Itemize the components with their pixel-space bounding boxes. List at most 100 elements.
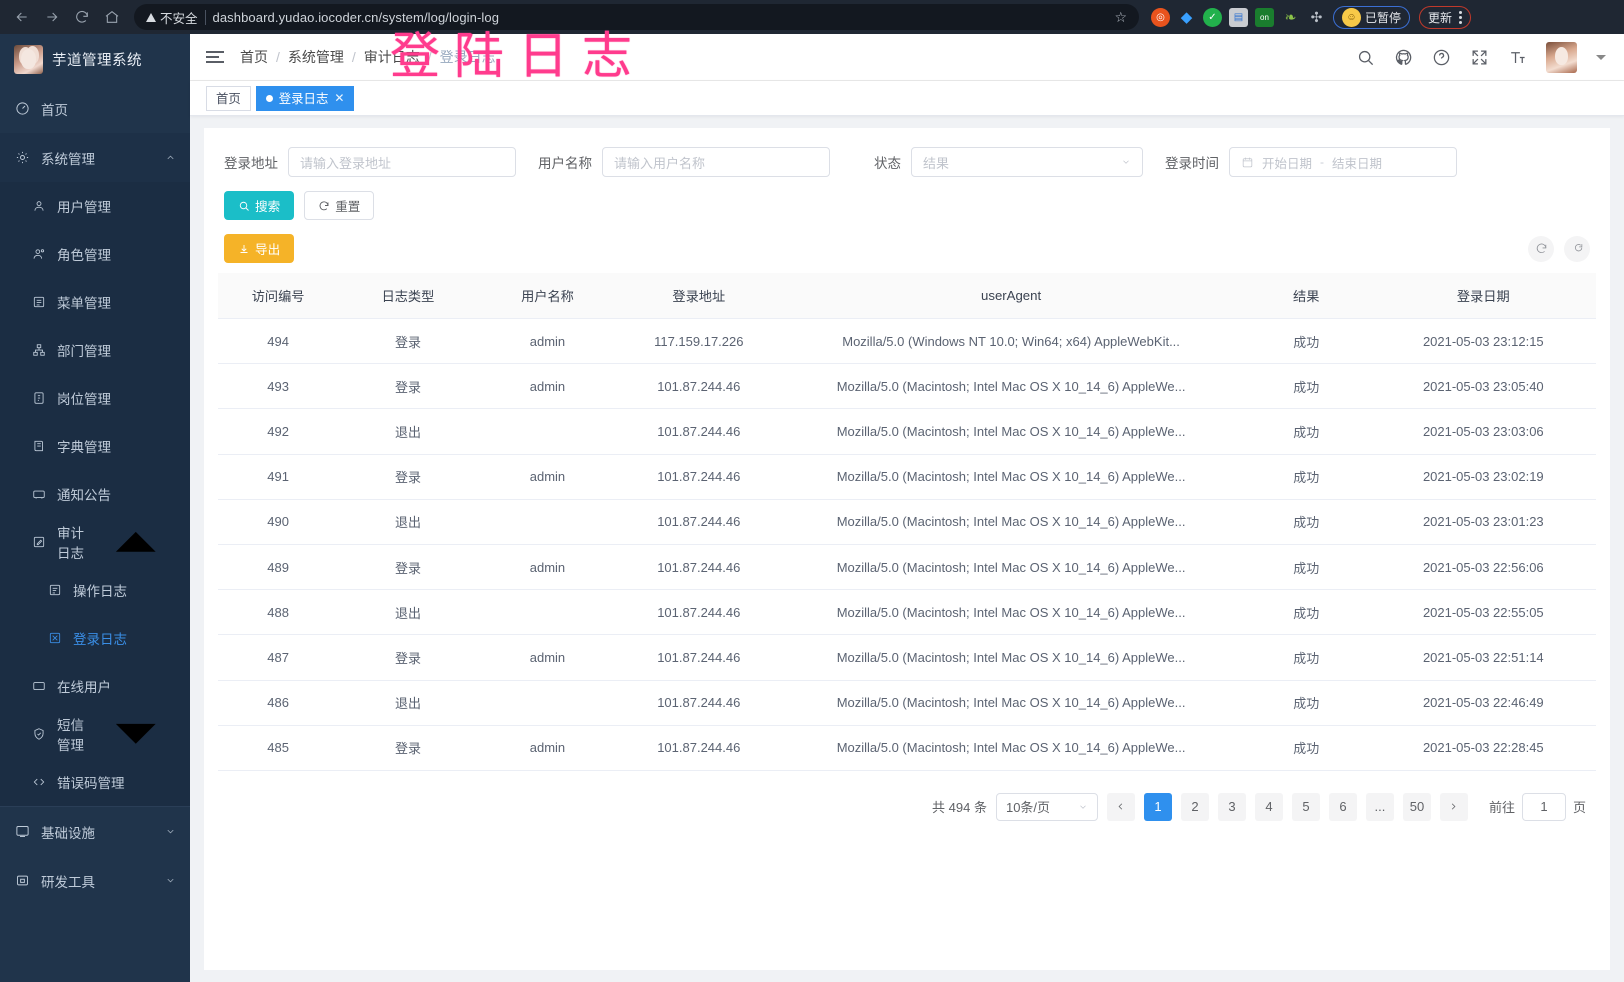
- close-icon[interactable]: ✕: [334, 91, 345, 105]
- on-badge-icon[interactable]: on: [1255, 7, 1274, 27]
- omnibox-divider: [204, 9, 206, 25]
- sidebar-item-login-log[interactable]: 登录日志: [0, 614, 190, 662]
- star-icon[interactable]: ☆: [1114, 8, 1127, 25]
- warning-triangle-icon: [146, 12, 156, 22]
- table-row[interactable]: 493 登录 admin 101.87.244.46 Mozilla/5.0 (…: [218, 363, 1596, 410]
- sidebar-item-error-code[interactable]: 错误码管理: [0, 758, 190, 806]
- green-check-icon[interactable]: ✓: [1203, 7, 1222, 27]
- reload-icon[interactable]: [68, 3, 96, 31]
- table-row[interactable]: 494 登录 admin 117.159.17.226 Mozilla/5.0 …: [218, 318, 1596, 365]
- hamburger-icon[interactable]: [206, 51, 224, 63]
- start-date-input[interactable]: 开始日期: [1262, 156, 1313, 171]
- breadcrumb: 首页 / 系统管理 / 审计日志 / 登录日志: [240, 47, 496, 67]
- export-button[interactable]: 导出: [224, 234, 295, 263]
- jump-page-input[interactable]: 1: [1521, 792, 1566, 821]
- login-time-range-picker[interactable]: 开始日期 - 结束日期: [1229, 147, 1457, 177]
- refresh-circle-icon[interactable]: [1528, 235, 1554, 262]
- pagination-page-last[interactable]: 50: [1402, 792, 1431, 821]
- sidebar-item-system[interactable]: 系统管理: [0, 133, 190, 182]
- sidebar-item-devtools[interactable]: 研发工具: [0, 856, 190, 905]
- page-size-value: 10条/页: [1005, 800, 1051, 816]
- breadcrumb-item-audit[interactable]: 审计日志: [363, 49, 420, 65]
- pagination-page-2[interactable]: 2: [1180, 792, 1209, 821]
- brand[interactable]: 芋道管理系统: [0, 34, 190, 84]
- table-row[interactable]: 488 退出 101.87.244.46 Mozilla/5.0 (Macint…: [218, 589, 1596, 636]
- sidebar-item-operation-log[interactable]: 操作日志: [0, 566, 190, 614]
- pagination-page-1[interactable]: 1: [1143, 792, 1172, 821]
- columns-circle-icon[interactable]: [1564, 235, 1590, 262]
- pagination-page-4[interactable]: 4: [1254, 792, 1283, 821]
- help-icon[interactable]: [1432, 48, 1451, 67]
- fullscreen-icon[interactable]: [1470, 48, 1489, 67]
- forward-icon[interactable]: [38, 3, 66, 31]
- address-bar[interactable]: 不安全 dashboard.yudao.iocoder.cn/system/lo…: [134, 4, 1139, 30]
- orange-ring-icon[interactable]: ◎: [1151, 7, 1170, 27]
- insecure-indicator[interactable]: 不安全: [146, 8, 198, 27]
- avatar[interactable]: [1546, 41, 1577, 73]
- cell-addr: 101.87.244.46: [617, 589, 781, 636]
- pagination-next[interactable]: [1439, 792, 1468, 821]
- paused-button[interactable]: ☺ 已暂停: [1333, 5, 1411, 29]
- search-button[interactable]: 搜索: [224, 191, 295, 220]
- sidebar-item-posts[interactable]: 岗位管理: [0, 374, 190, 422]
- table-row[interactable]: 486 退出 101.87.244.46 Mozilla/5.0 (Macint…: [218, 680, 1596, 726]
- table-row[interactable]: 491 登录 admin 101.87.244.46 Mozilla/5.0 (…: [218, 454, 1596, 500]
- sidebar-item-audit-log[interactable]: 审计日志: [0, 518, 190, 566]
- reset-button[interactable]: 重置: [304, 191, 375, 220]
- blue-square-icon[interactable]: ▤: [1229, 7, 1248, 27]
- pagination-page-3[interactable]: 3: [1217, 792, 1246, 821]
- update-button[interactable]: 更新: [1419, 5, 1472, 29]
- font-size-icon[interactable]: [1508, 48, 1527, 67]
- pagination-jumper: 前往 1 页: [1489, 792, 1586, 821]
- pagination-page-5[interactable]: 5: [1291, 792, 1320, 821]
- sidebar-item-roles[interactable]: 角色管理: [0, 230, 190, 278]
- search-icon[interactable]: [1356, 48, 1375, 67]
- login-address-input[interactable]: 请输入登录地址: [288, 147, 516, 177]
- cell-addr: 101.87.244.46: [617, 680, 781, 726]
- sidebar-item-users[interactable]: 用户管理: [0, 182, 190, 230]
- sidebar-item-depts[interactable]: 部门管理: [0, 326, 190, 374]
- breadcrumb-item-home[interactable]: 首页: [240, 49, 268, 65]
- chevron-down-icon: [116, 724, 157, 744]
- pagination-page-6[interactable]: 6: [1328, 792, 1357, 821]
- table-row[interactable]: 490 退出 101.87.244.46 Mozilla/5.0 (Macint…: [218, 499, 1596, 545]
- end-date-input[interactable]: 结束日期: [1332, 156, 1383, 171]
- cell-id: 486: [218, 680, 339, 726]
- sidebar-item-online-users[interactable]: 在线用户: [0, 662, 190, 710]
- sidebar-item-dict[interactable]: 字典管理: [0, 422, 190, 470]
- cell-id: 491: [218, 454, 339, 500]
- cell-date: 2021-05-03 22:28:45: [1370, 725, 1596, 771]
- github-icon[interactable]: [1394, 48, 1413, 67]
- pagination-prev[interactable]: [1106, 792, 1135, 821]
- chevron-down-icon[interactable]: [1596, 54, 1606, 60]
- kebab-menu-icon[interactable]: [1459, 10, 1463, 24]
- puzzle-icon[interactable]: ✣: [1310, 8, 1323, 25]
- url-text: dashboard.yudao.iocoder.cn/system/log/lo…: [212, 9, 500, 25]
- table-row[interactable]: 487 登录 admin 101.87.244.46 Mozilla/5.0 (…: [218, 634, 1596, 681]
- breadcrumb-separator: /: [427, 49, 432, 65]
- user-name-input[interactable]: 请输入用户名称: [602, 147, 830, 177]
- cell-addr: 101.87.244.46: [617, 363, 781, 410]
- sidebar-item-home[interactable]: 首页: [0, 84, 190, 133]
- paint-icon[interactable]: ❧: [1284, 8, 1297, 25]
- back-icon[interactable]: [8, 3, 36, 31]
- page-size-select[interactable]: 10条/页: [995, 792, 1098, 821]
- tab-login-log[interactable]: 登录日志 ✕: [255, 85, 355, 111]
- sidebar-item-menus[interactable]: 菜单管理: [0, 278, 190, 326]
- sidebar-item-infra[interactable]: 基础设施: [0, 807, 190, 856]
- status-select[interactable]: 结果: [911, 147, 1143, 177]
- table-row[interactable]: 492 退出 101.87.244.46 Mozilla/5.0 (Macint…: [218, 408, 1596, 455]
- pagination-ellipsis[interactable]: ...: [1365, 792, 1394, 821]
- chevron-up-icon: [116, 532, 157, 552]
- sidebar-item-notice[interactable]: 通知公告: [0, 470, 190, 518]
- tab-home[interactable]: 首页: [206, 85, 251, 111]
- breadcrumb-item-system[interactable]: 系统管理: [287, 49, 344, 65]
- home-icon[interactable]: [98, 3, 126, 31]
- table-row[interactable]: 485 登录 admin 101.87.244.46 Mozilla/5.0 (…: [218, 725, 1596, 771]
- cell-addr: 101.87.244.46: [617, 454, 781, 500]
- sidebar-item-sms[interactable]: 短信管理: [0, 710, 190, 758]
- cell-result: 成功: [1241, 725, 1371, 771]
- table-row[interactable]: 489 登录 admin 101.87.244.46 Mozilla/5.0 (…: [218, 544, 1596, 591]
- blue-diamond-icon[interactable]: ◆: [1180, 9, 1193, 26]
- breadcrumb-separator: /: [351, 49, 356, 65]
